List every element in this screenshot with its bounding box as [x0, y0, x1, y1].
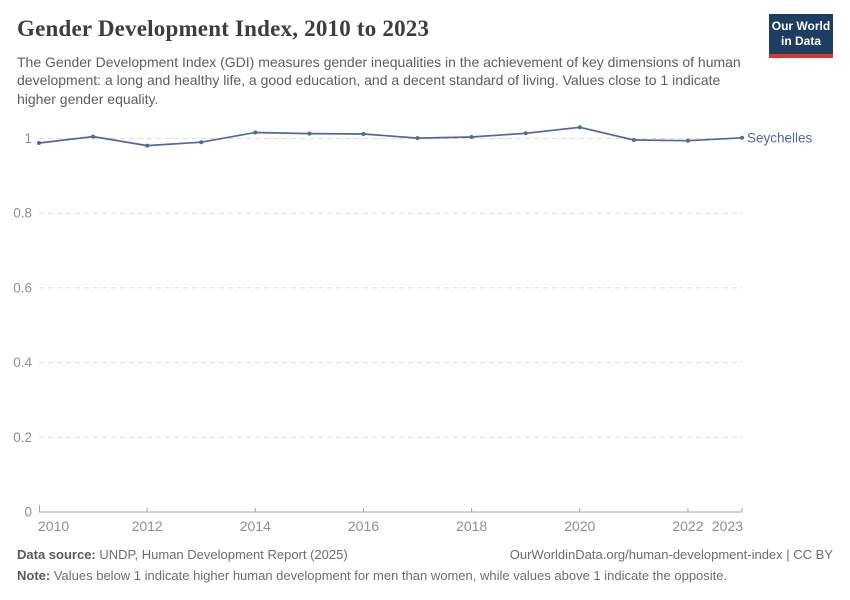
y-tick-label-0.4: 0.4: [13, 355, 32, 370]
owid-logo-line2: in Data: [780, 34, 821, 48]
data-point-2021[interactable]: [631, 138, 636, 142]
data-source-label: Data source:: [17, 547, 96, 562]
y-tick-label-0: 0: [24, 505, 32, 520]
y-tick-label-0.2: 0.2: [13, 430, 32, 445]
data-point-2010[interactable]: [37, 141, 41, 145]
note-text: Note: Values below 1 indicate higher hum…: [17, 568, 727, 583]
data-point-2014[interactable]: [253, 130, 258, 135]
x-tick-label-2020: 2020: [564, 518, 595, 534]
x-tick-label-2022: 2022: [672, 518, 703, 534]
data-point-2023[interactable]: [740, 135, 744, 140]
data-point-2017[interactable]: [415, 136, 420, 141]
data-point-2016[interactable]: [361, 132, 366, 136]
x-tick-label-2014: 2014: [240, 518, 271, 534]
x-tick-label-2018: 2018: [456, 518, 487, 534]
owid-logo-text: Our World in Data: [769, 14, 833, 54]
x-tick-label-2023: 2023: [712, 518, 743, 534]
x-tick-label-2012: 2012: [132, 518, 163, 534]
data-point-2011[interactable]: [91, 134, 96, 139]
owid-logo-line1: Our World: [771, 19, 831, 34]
data-point-2020[interactable]: [577, 125, 582, 130]
data-point-2019[interactable]: [523, 131, 528, 136]
data-point-2022[interactable]: [685, 138, 690, 143]
y-tick-label-1: 1: [24, 131, 32, 146]
x-tick-label-2010: 2010: [38, 518, 69, 534]
owid-url-link[interactable]: OurWorldinData.org/human-development-ind…: [509, 547, 833, 562]
owid-logo[interactable]: Our World in Data: [769, 14, 833, 58]
x-tick-label-2016: 2016: [348, 518, 379, 534]
page-title: Gender Development Index, 2010 to 2023: [17, 16, 430, 41]
note-value: Values below 1 indicate higher human dev…: [50, 568, 728, 583]
data-source-text: Data source: UNDP, Human Development Rep…: [17, 547, 348, 562]
chart-subtitle: The Gender Development Index (GDI) measu…: [17, 54, 741, 107]
data-point-2015[interactable]: [307, 131, 312, 136]
owid-logo-red-bar: [769, 54, 833, 58]
y-tick-label-0.8: 0.8: [13, 206, 32, 221]
series-end-label[interactable]: Seychelles: [747, 130, 813, 145]
data-point-2018[interactable]: [469, 135, 474, 139]
chart-area: 0 0.2 0.4 0.6 0.8 1 2010 2012 2014 2016 2018 2020 20…: [0, 100, 850, 545]
data-point-2013[interactable]: [199, 140, 204, 145]
data-point-2012[interactable]: [145, 143, 150, 148]
y-tick-label-0.6: 0.6: [13, 280, 32, 295]
data-source-value: UNDP, Human Development Report (2025): [95, 547, 348, 562]
note-label: Note:: [17, 568, 51, 583]
chart-footer: Data source: UNDP, Human Development Rep…: [17, 547, 833, 583]
chart-canvas: 0 0.2 0.4 0.6 0.8 1 2010 2012 2014 2016 2018 2020 20…: [13, 125, 813, 534]
series-line-seychelles[interactable]: [38, 126, 743, 147]
